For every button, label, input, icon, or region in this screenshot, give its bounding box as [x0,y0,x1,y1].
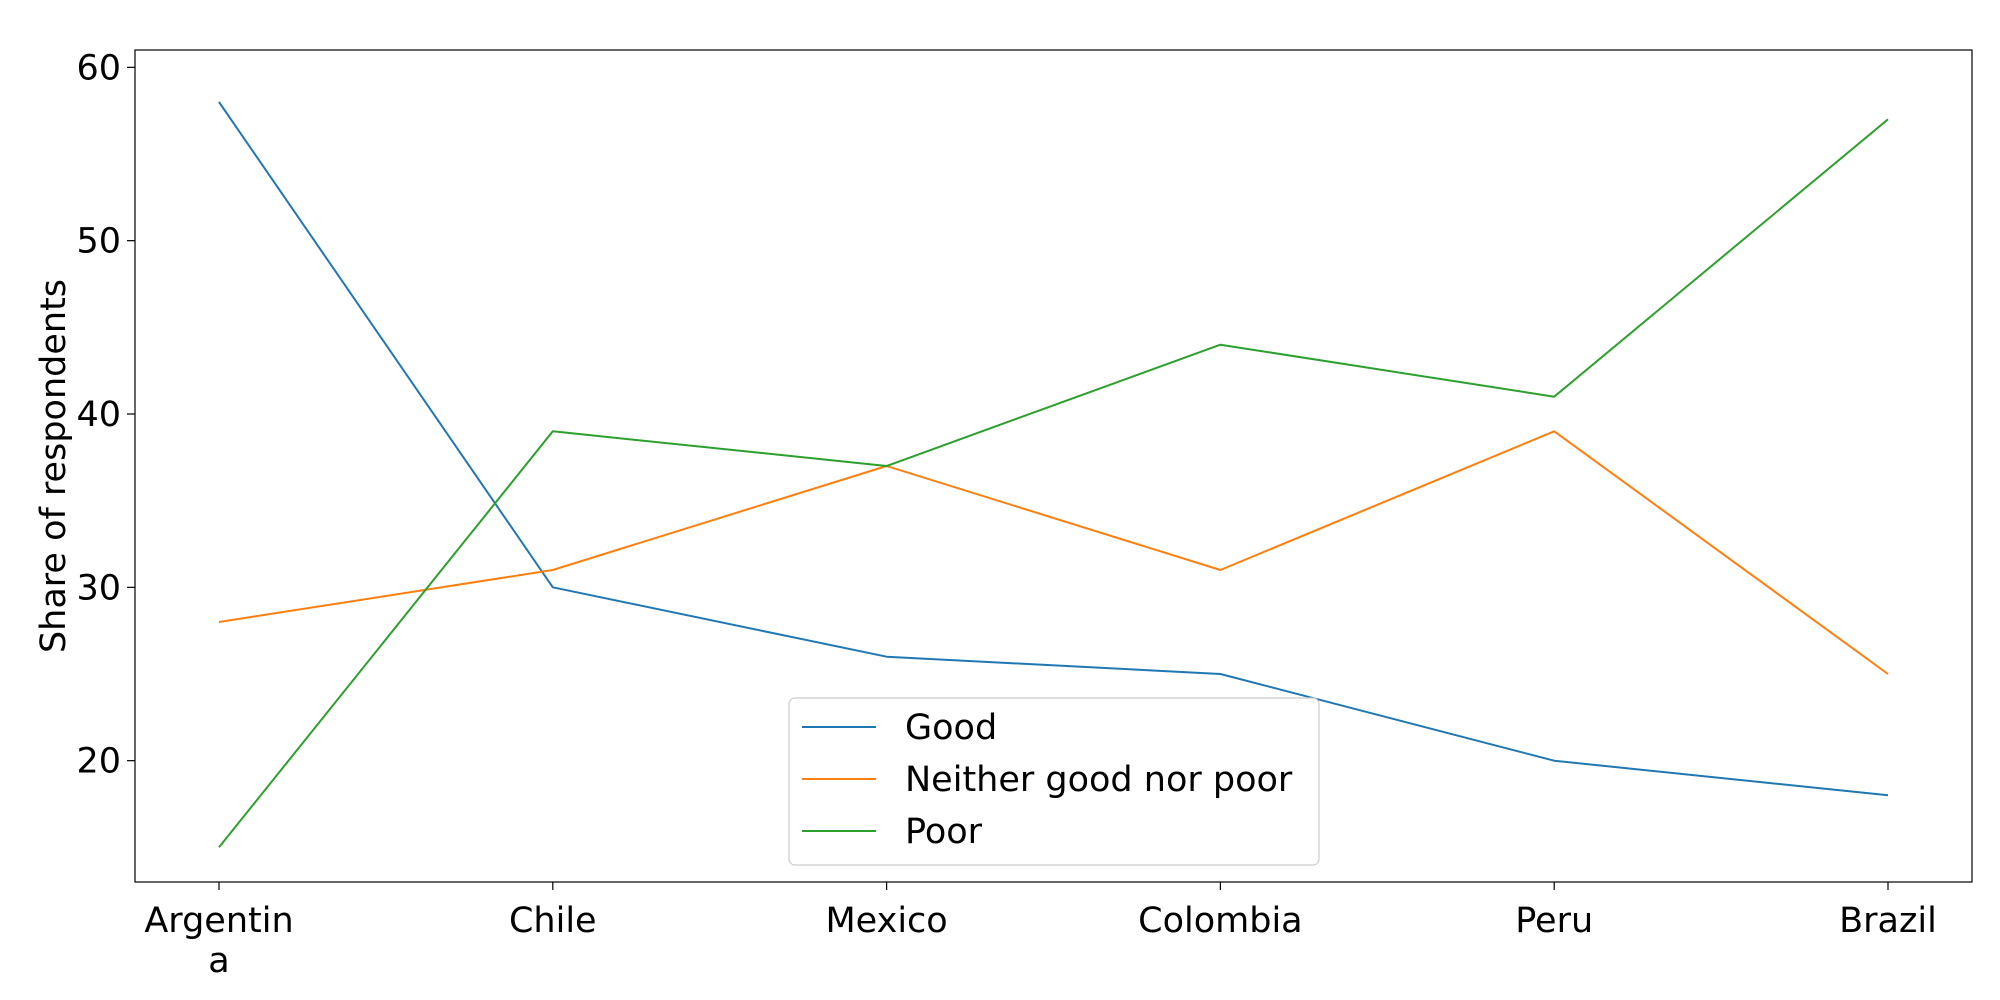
y-axis-label: Share of respondents [34,279,74,653]
x-tick-label: Peru [1515,901,1593,941]
y-tick-label: 20 [76,742,121,782]
plot-frame [134,49,1973,883]
x-tick-label-line: Mexico [825,901,947,941]
x-tick-label: Colombia [1138,901,1302,941]
series-line-2 [218,118,1889,848]
x-tick-label-line: Colombia [1138,901,1302,941]
x-tick-label-line: Chile [509,901,597,941]
series-line-0 [218,101,1889,797]
y-axis: 20 30 40 50 60 [76,48,135,782]
x-tick-label: Mexico [825,901,947,941]
legend-label: Neither good nor poor [905,760,1293,800]
series-lines [218,101,1889,848]
legend-label: Poor [905,812,983,852]
y-tick-label: 50 [76,222,121,262]
y-tick-label: 40 [76,395,121,435]
x-tick-label-line: Argentin [144,901,293,941]
y-tick-label: 60 [76,48,121,88]
x-tick-label-line: a [208,941,229,981]
x-tick-label-line: Peru [1515,901,1593,941]
x-tick-label: Brazil [1839,901,1937,941]
series-line-1 [218,430,1889,675]
legend-box [788,697,1320,866]
legend: Good Neither good nor poor Poor [788,697,1320,866]
legend-label: Good [905,708,997,748]
plot-border [134,49,1973,883]
x-tick-label: Chile [509,901,597,941]
y-tick-label: 30 [76,568,121,608]
x-tick-label: Argentin a [144,901,293,981]
x-axis: Argentin a Chile Mexico Colombia Peru Brazil [144,882,1937,981]
x-tick-label-line: Brazil [1839,901,1937,941]
